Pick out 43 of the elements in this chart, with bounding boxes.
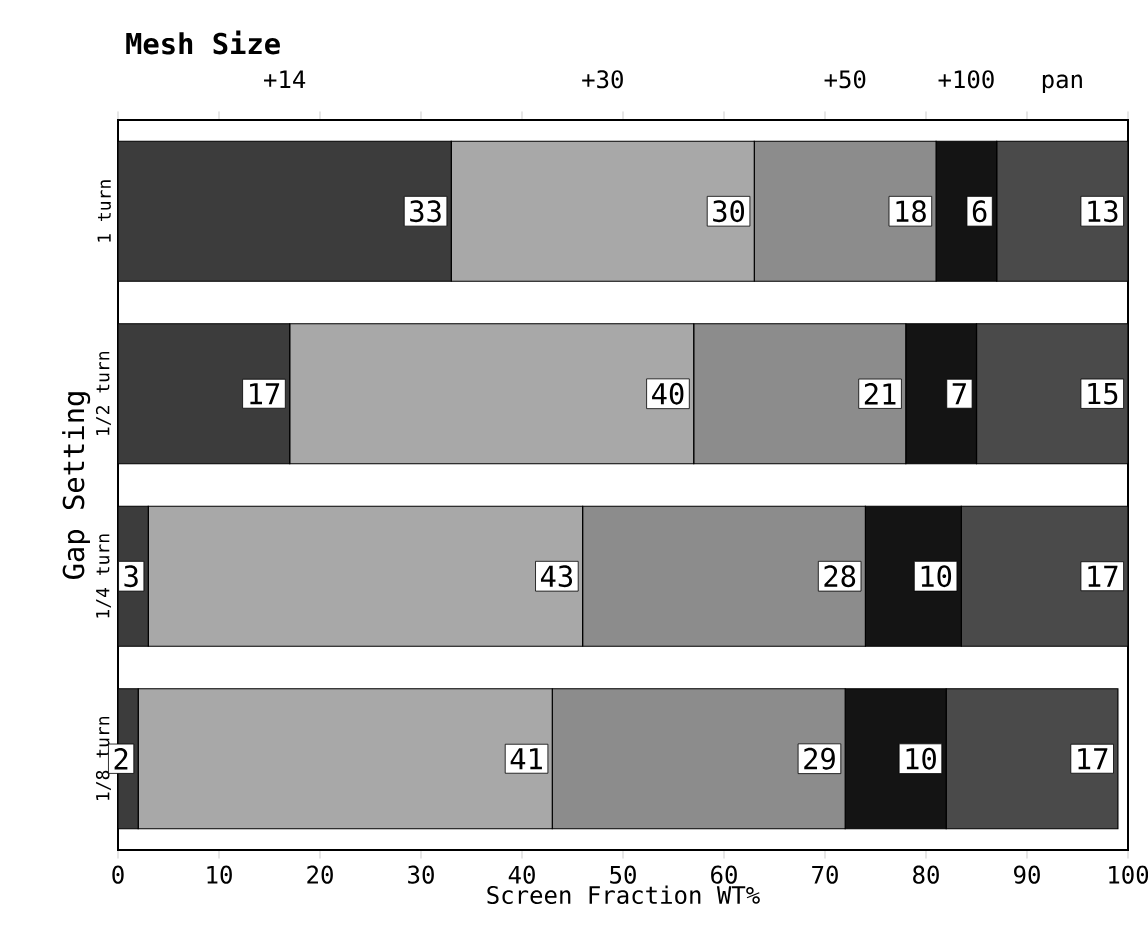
x-tick-label: 100 (1109, 865, 1148, 884)
data-label: 21 (864, 383, 896, 405)
data-label: 10 (921, 565, 952, 588)
y-tick-label: 1 turn (97, 180, 111, 242)
data-label: 30 (713, 200, 745, 223)
y-tick-label: 1/2 turn (95, 351, 111, 435)
legend-title: Mesh Size (126, 30, 280, 55)
y-axis-title: Gap Setting (62, 392, 91, 579)
text: pan (1042, 74, 1082, 93)
x-tick-label: 60 (711, 865, 737, 884)
data-label: 29 (804, 747, 835, 770)
x-tick-label: 70 (812, 865, 838, 884)
data-label: 33 (410, 200, 441, 223)
y-tick-label: 1/4 turn (96, 534, 111, 618)
data-label: 7 (952, 383, 966, 405)
x-axis-title: Screen Fraction WT% (487, 885, 760, 905)
x-tick-label: 30 (408, 865, 434, 884)
data-label: 17 (250, 383, 280, 405)
data-label: 41 (510, 748, 542, 770)
x-tick-label: 90 (1014, 865, 1040, 884)
x-tick-label: 0 (112, 865, 124, 884)
data-label: 43 (540, 565, 573, 588)
text: +100 (938, 70, 994, 89)
data-label: 15 (1088, 383, 1118, 405)
data-label: 2 (114, 748, 128, 770)
text: +30 (582, 70, 623, 89)
data-label: 17 (1078, 748, 1108, 770)
data-label: 13 (1088, 200, 1118, 223)
data-label: 18 (896, 200, 926, 223)
x-tick-label: 20 (307, 865, 333, 884)
y-tick-label: 1/8 turn (95, 716, 111, 800)
data-label: 6 (972, 200, 987, 223)
x-tick-label: 80 (913, 865, 939, 884)
data-label: 28 (824, 565, 856, 588)
x-tick-label: 10 (207, 865, 232, 884)
x-tick-label: 40 (508, 865, 535, 884)
data-label: 10 (906, 747, 936, 770)
data-label: 17 (1088, 565, 1118, 587)
x-tick-label: 50 (610, 865, 636, 884)
data-label: 3 (124, 565, 138, 588)
text: +50 (824, 70, 866, 89)
text: +14 (264, 70, 306, 88)
data-label: 40 (652, 382, 684, 405)
